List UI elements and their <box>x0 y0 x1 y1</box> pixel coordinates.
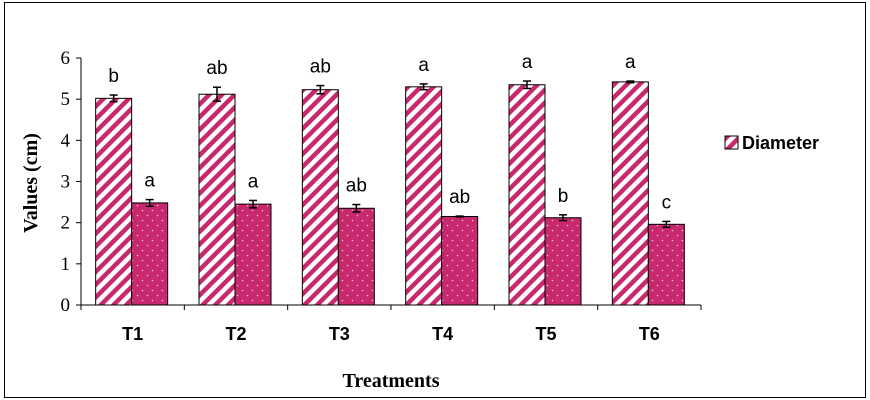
y-tick-label: 2 <box>61 213 71 234</box>
significance-label: ab <box>310 57 331 78</box>
y-axis-title: Values (cm) <box>20 133 42 233</box>
x-tick-label: T4 <box>432 324 453 344</box>
significance-label: a <box>144 171 155 192</box>
y-tick-label: 4 <box>61 130 71 151</box>
chart-frame: 0 1 2 3 4 5 6 b a T1 ab a T2 ab ab T3 a ab T4 a b T5 a c T6 Valu… <box>4 2 866 398</box>
bar-diameter-t6 <box>611 81 649 306</box>
bar-series2-t6 <box>647 223 685 306</box>
bar-series2-t4 <box>441 215 479 306</box>
x-tick-label: T1 <box>122 324 143 344</box>
bar-diameter-t3 <box>301 89 339 306</box>
significance-label: c <box>662 192 672 213</box>
y-tick-label: 1 <box>61 254 71 275</box>
bar-diameter-t1 <box>95 97 133 306</box>
bar-diameter-t4 <box>405 86 443 306</box>
y-tick-label: 0 <box>61 295 71 316</box>
y-tick-label: 5 <box>61 89 71 110</box>
legend: Diameter <box>724 133 819 153</box>
bar-series2-t2 <box>234 203 272 306</box>
significance-label: b <box>558 186 569 207</box>
y-tick-label: 3 <box>61 172 71 193</box>
significance-label: ab <box>206 58 227 79</box>
bar-series2-t3 <box>337 207 375 306</box>
significance-label: a <box>248 171 259 192</box>
significance-label: a <box>522 52 533 73</box>
bar-series2-t1 <box>131 202 169 306</box>
bar-diameter-t5 <box>508 84 546 306</box>
significance-label: ab <box>449 187 470 208</box>
x-tick-label: T5 <box>535 324 556 344</box>
x-tick-label: T2 <box>225 324 246 344</box>
legend-swatch-diameter <box>724 135 739 150</box>
x-tick-label: T6 <box>639 324 660 344</box>
significance-label: a <box>625 52 636 73</box>
significance-label: b <box>108 66 119 87</box>
significance-label: a <box>418 55 429 76</box>
x-tick-label: T3 <box>329 324 350 344</box>
significance-label: ab <box>346 176 367 197</box>
legend-label-diameter: Diameter <box>742 133 819 153</box>
bar-series2-t5 <box>544 217 582 306</box>
x-axis-title: Treatments <box>342 370 439 392</box>
bar-diameter-t2 <box>198 93 236 306</box>
y-tick-label: 6 <box>61 48 71 69</box>
